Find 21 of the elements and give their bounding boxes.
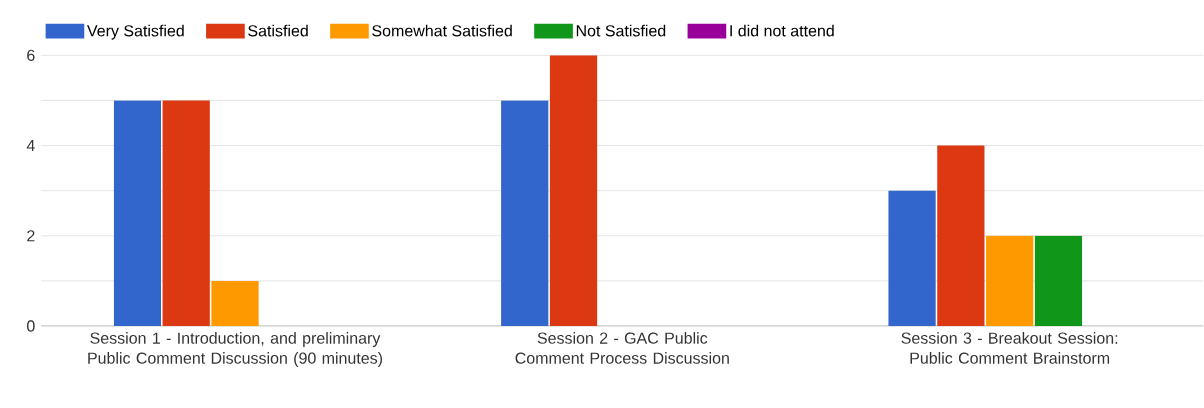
- bar: [501, 100, 549, 326]
- y-tick-label: 0: [27, 320, 35, 332]
- y-tick-label: 4: [26, 140, 35, 152]
- x-tick-label: Session 1 - Introduction, and preliminary Public Comment Discussion (90 minutes): [88, 332, 382, 367]
- bar: [937, 145, 985, 326]
- bar: [162, 100, 210, 326]
- y-tick-label: 2: [27, 230, 35, 242]
- legend-label: I did not attend: [730, 24, 834, 37]
- x-tick-label: Session 3 - Breakout Session: Public Comment Brainstorm: [901, 332, 1118, 364]
- y-tick-label: 6: [27, 49, 35, 61]
- legend-label: Very Satisfied: [87, 24, 184, 40]
- x-tick-label: Session 2 - GAC Public Comment Process Discussion: [515, 332, 729, 364]
- legend-label: Not Satisfied: [576, 24, 666, 37]
- bar: [549, 55, 598, 326]
- legend-label: Satisfied: [248, 24, 308, 37]
- legend-label: Somewhat Satisfied: [372, 24, 512, 37]
- bar: [986, 235, 1034, 326]
- bar: [211, 280, 259, 326]
- bar: [113, 100, 162, 326]
- bar: [1034, 235, 1083, 326]
- bar: [888, 190, 936, 326]
